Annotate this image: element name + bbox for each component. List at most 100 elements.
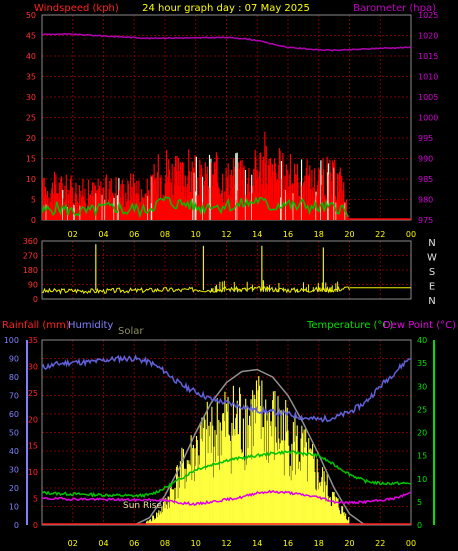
rainfall-tick-label: 10 bbox=[28, 468, 38, 477]
wind-direction-spikes bbox=[95, 244, 339, 292]
temperature-tick-label: 0 bbox=[417, 521, 422, 530]
windspeed-tick-label: 25 bbox=[26, 114, 36, 123]
humidity-tick-label: 10 bbox=[9, 503, 19, 512]
temperature-line bbox=[41, 449, 412, 499]
top-x-tick-label: 06 bbox=[129, 230, 139, 239]
barometer-tick-label: 1015 bbox=[418, 52, 438, 61]
sunrise-label: Sun Rise bbox=[123, 501, 162, 511]
graph-title: 24 hour graph day : 07 May 2025 bbox=[142, 3, 310, 14]
rainfall-tick-label: 15 bbox=[28, 442, 38, 451]
barometer-tick-label: 995 bbox=[418, 134, 433, 143]
barometer-tick-label: 1020 bbox=[418, 32, 438, 41]
humidity-axis-title: Humidity bbox=[68, 320, 113, 331]
humidity-line bbox=[41, 354, 412, 423]
wind-direction-line bbox=[41, 285, 411, 295]
direction-degree-tick-label: 90 bbox=[28, 281, 38, 290]
compass-label: N bbox=[428, 238, 435, 249]
humidity-tick-label: 50 bbox=[9, 429, 19, 438]
rainfall-tick-label: 35 bbox=[28, 336, 38, 345]
windspeed-tick-label: 30 bbox=[26, 93, 36, 102]
dewpoint-axis-title: Dew Point (°C) bbox=[383, 320, 456, 331]
direction-panel-grid bbox=[42, 240, 412, 300]
rainfall-tick-label: 20 bbox=[28, 415, 38, 424]
direction-degree-tick-label: 0 bbox=[33, 295, 38, 304]
top-x-tick-label: 16 bbox=[283, 230, 293, 239]
bottom-x-tick-label: 18 bbox=[314, 539, 324, 548]
windspeed-tick-label: 0 bbox=[31, 216, 36, 225]
temperature-tick-label: 25 bbox=[417, 405, 427, 414]
bottom-x-tick-label: 16 bbox=[283, 539, 293, 548]
barometer-tick-label: 975 bbox=[418, 216, 433, 225]
temperature-tick-label: 40 bbox=[417, 336, 427, 345]
solar-clear-sky-curve bbox=[133, 368, 366, 526]
wind-average-line bbox=[41, 195, 349, 219]
top-x-tick-label: 22 bbox=[375, 230, 385, 239]
top-x-tick-label: 02 bbox=[68, 230, 78, 239]
windspeed-tick-label: 45 bbox=[26, 32, 36, 41]
rainfall-tick-label: 0 bbox=[33, 521, 38, 530]
bottom-x-tick-label: 22 bbox=[375, 539, 385, 548]
windspeed-tick-label: 5 bbox=[31, 196, 36, 205]
compass-label: E bbox=[429, 282, 435, 293]
bottom-x-tick-label: 00 bbox=[406, 539, 416, 548]
top-x-tick-label: 14 bbox=[252, 230, 262, 239]
temperature-tick-label: 5 bbox=[417, 498, 422, 507]
top-x-tick-label: 20 bbox=[344, 230, 354, 239]
temperature-tick-label: 15 bbox=[417, 452, 427, 461]
temperature-tick-label: 10 bbox=[417, 475, 427, 484]
humidity-tick-label: 70 bbox=[9, 392, 19, 401]
windspeed-tick-label: 20 bbox=[26, 134, 36, 143]
humidity-tick-label: 100 bbox=[4, 336, 19, 345]
humidity-tick-label: 60 bbox=[9, 410, 19, 419]
solar-axis-title: Solar bbox=[118, 326, 144, 337]
rainfall-tick-labels: 0 5 10 15 20 25 30 35 bbox=[28, 336, 38, 530]
bottom-x-tick-label: 04 bbox=[98, 539, 108, 548]
barometer-tick-labels: 975 980 985 990 995 1000 1005 1010 1015 1020 1025 bbox=[418, 11, 438, 225]
direction-degree-tick-label: 360 bbox=[23, 237, 38, 246]
rainfall-tick-label: 25 bbox=[28, 389, 38, 398]
bottom-x-tick-labels: 02 04 06 08 10 12 14 16 18 20 22 00 bbox=[68, 539, 416, 548]
rainfall-tick-label: 5 bbox=[33, 495, 38, 504]
humidity-tick-label: 30 bbox=[9, 466, 19, 475]
direction-degree-tick-label: 270 bbox=[23, 252, 38, 261]
windspeed-tick-label: 15 bbox=[26, 155, 36, 164]
top-x-tick-labels: 02 04 06 08 10 12 14 16 18 20 22 00 bbox=[68, 230, 416, 239]
top-x-tick-label: 04 bbox=[98, 230, 108, 239]
temperature-tick-label: 30 bbox=[417, 382, 427, 391]
bottom-x-tick-label: 06 bbox=[129, 539, 139, 548]
top-x-tick-label: 18 bbox=[314, 230, 324, 239]
temperature-tick-label: 20 bbox=[417, 429, 427, 438]
temperature-axis-title: Temperature (°C) bbox=[306, 320, 393, 331]
bottom-x-tick-label: 20 bbox=[344, 539, 354, 548]
barometer-tick-label: 1000 bbox=[418, 114, 438, 123]
barometer-line bbox=[41, 33, 412, 52]
bottom-x-tick-label: 12 bbox=[221, 539, 231, 548]
windspeed-tick-labels: 0 5 10 15 20 25 30 35 40 45 50 bbox=[26, 11, 36, 225]
direction-degree-tick-labels: 360 270 180 90 0 bbox=[23, 237, 38, 304]
windspeed-tick-label: 35 bbox=[26, 73, 36, 82]
barometer-tick-label: 1005 bbox=[418, 93, 438, 102]
barometer-axis-title: Barometer (hpa) bbox=[353, 3, 436, 14]
temperature-tick-label: 35 bbox=[417, 359, 427, 368]
compass-label: W bbox=[427, 253, 437, 264]
top-x-tick-label: 10 bbox=[191, 230, 201, 239]
dewpoint-line bbox=[41, 489, 412, 507]
direction-panel-frame bbox=[41, 240, 412, 300]
barometer-tick-label: 990 bbox=[418, 155, 433, 164]
humidity-tick-label: 0 bbox=[14, 521, 19, 530]
compass-label: S bbox=[429, 267, 435, 278]
bottom-x-tick-label: 10 bbox=[191, 539, 201, 548]
barometer-tick-label: 980 bbox=[418, 196, 433, 205]
barometer-tick-label: 1010 bbox=[418, 73, 438, 82]
humidity-tick-label: 20 bbox=[9, 484, 19, 493]
barometer-tick-label: 1025 bbox=[418, 11, 438, 20]
humidity-tick-labels: 0 10 20 30 40 50 60 70 80 90 100 bbox=[4, 336, 28, 530]
humidity-tick-label: 80 bbox=[9, 373, 19, 382]
direction-degree-tick-label: 180 bbox=[23, 266, 38, 275]
compass-label: N bbox=[428, 296, 435, 307]
top-x-tick-label: 08 bbox=[160, 230, 170, 239]
windspeed-axis-title: Windspeed (kph) bbox=[34, 3, 119, 14]
top-x-tick-label: 12 bbox=[221, 230, 231, 239]
